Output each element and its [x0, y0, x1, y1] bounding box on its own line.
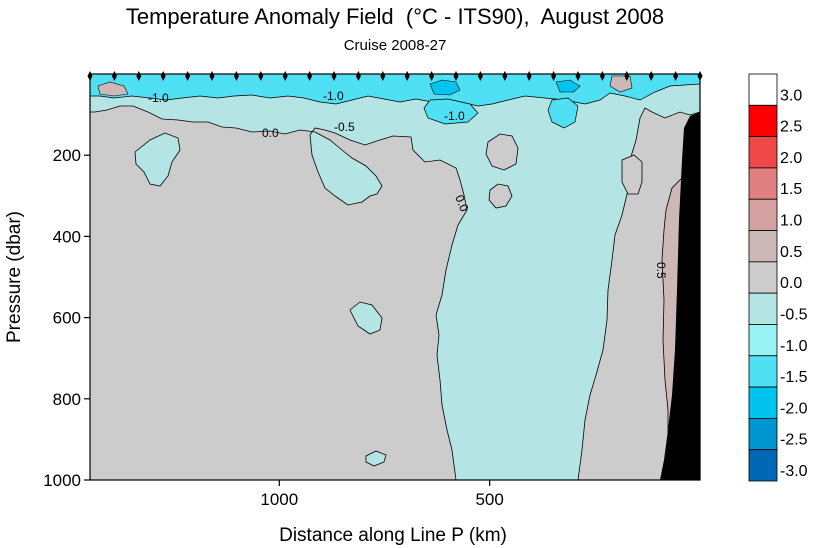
region-cyan-surface	[90, 74, 700, 107]
colorbar-label: -3.0	[780, 463, 808, 480]
colorbar-swatch	[748, 324, 778, 357]
field-layer: -1.0 -1.0 -1.0 0.0 -0.5 0.0 0.5	[90, 74, 700, 480]
colorbar: 3.0 2.5 2.0 1.5 1.0 0.5 0.0 -0.5 -1.0 -1.5 -2.0 -2.…	[748, 73, 808, 482]
contour-label: 0.0	[452, 193, 471, 214]
region-gray-island-1	[485, 133, 519, 171]
region-cyan-island-3	[365, 450, 387, 467]
colorbar-label: 2.0	[780, 150, 802, 167]
region-cyan-island-1	[134, 132, 181, 187]
region-gray-island-2	[488, 183, 513, 209]
region-light-cyan	[90, 74, 700, 480]
region-cyan-island-2	[349, 301, 383, 335]
contour-label: -0.5	[334, 120, 355, 134]
colorbar-swatch	[748, 136, 778, 169]
colorbar-label: -2.5	[780, 432, 808, 449]
region-cyan-lens-2	[547, 97, 579, 129]
contour-label: -1.0	[444, 109, 465, 123]
colorbar-swatch	[748, 261, 778, 294]
region-gray-island-3	[621, 154, 643, 195]
y-tick-label: 600	[53, 309, 81, 328]
contour-label: 0.5	[654, 262, 668, 279]
region-pink-surface-1	[97, 81, 129, 97]
y-axis: 200 400 600 800 1000	[43, 146, 90, 490]
region-cyan-lens-4	[555, 79, 581, 93]
colorbar-label: 3.0	[780, 87, 802, 104]
plot-frame	[89, 73, 701, 481]
chart-title: Temperature Anomaly Field (°C - ITS90), …	[125, 4, 665, 29]
colorbar-label: -1.0	[780, 338, 808, 355]
y-tick-label: 1000	[43, 471, 81, 490]
colorbar-swatch	[748, 449, 778, 482]
x-tick-label: 500	[475, 490, 503, 509]
region-cyan-lens-3	[429, 79, 461, 96]
colorbar-label: 2.5	[780, 119, 802, 136]
colorbar-label: -1.5	[780, 369, 808, 386]
region-cyan-lens-1	[423, 98, 479, 125]
colorbar-swatch	[748, 386, 778, 419]
colorbar-swatch	[748, 355, 778, 388]
contour-label: 0.0	[262, 126, 279, 140]
colorbar-swatch	[748, 73, 778, 106]
colorbar-swatch	[748, 104, 778, 138]
x-axis: 1000 500	[260, 480, 504, 509]
colorbar-label: 1.0	[780, 213, 802, 230]
colorbar-swatch	[748, 230, 778, 263]
y-axis-title: Pressure (dbar)	[4, 211, 25, 343]
colorbar-swatch	[748, 167, 778, 200]
bathymetry	[660, 112, 700, 480]
colorbar-label: 0.0	[780, 275, 802, 292]
colorbar-swatch	[748, 198, 778, 231]
colorbar-swatch	[748, 417, 778, 451]
x-tick-label: 1000	[260, 490, 298, 509]
colorbar-swatch	[748, 292, 778, 325]
y-tick-label: 400	[53, 227, 81, 246]
contour-label: -1.0	[148, 91, 169, 105]
contour-label: -1.0	[323, 89, 344, 103]
colorbar-label: 1.5	[780, 181, 802, 198]
colorbar-label: 0.5	[780, 244, 802, 261]
y-tick-label: 800	[53, 390, 81, 409]
colorbar-label: -2.0	[780, 400, 808, 417]
colorbar-label: -0.5	[780, 306, 808, 323]
x-axis-title: Distance along Line P (km)	[279, 525, 507, 546]
chart-subtitle: Cruise 2008-27	[343, 37, 447, 54]
y-tick-label: 200	[53, 146, 81, 165]
